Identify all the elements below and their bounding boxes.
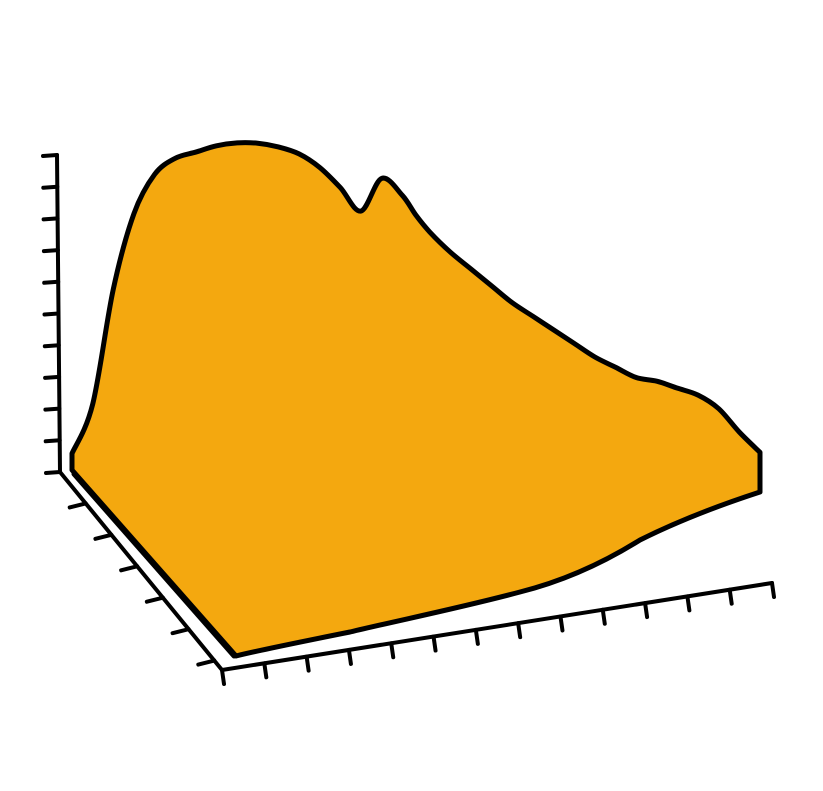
horizontal-axis-tick — [685, 594, 692, 613]
horizontal-axis-tick — [558, 614, 565, 633]
depth-axis-tick — [67, 501, 88, 510]
depth-axis-tick — [170, 627, 191, 636]
surface-layer — [69, 140, 763, 659]
vertical-axis-tick — [43, 374, 62, 380]
vertical-axis-tick — [42, 279, 61, 285]
horizontal-axis-tick — [262, 661, 269, 680]
horizontal-axis-tick — [431, 634, 438, 653]
vertical-axis-tick — [41, 153, 59, 158]
vertical-axis-tick — [41, 248, 60, 254]
horizontal-axis-tick — [220, 668, 226, 686]
vertical-axis-tick — [42, 311, 61, 317]
horizontal-axis-tick — [304, 654, 311, 673]
depth-axis-tick — [196, 658, 217, 667]
axes — [41, 153, 776, 686]
horizontal-axis-line — [220, 581, 774, 672]
horizontal-axis-tick — [389, 641, 396, 660]
vertical-axis-tick — [41, 216, 60, 222]
horizontal-axis-tick — [600, 607, 607, 626]
surface-area — [69, 140, 763, 659]
vertical-axis-tick — [42, 343, 61, 349]
vertical-axis-tick — [43, 438, 62, 444]
horizontal-axis-tick — [346, 647, 353, 666]
vertical-axis-tick — [41, 184, 60, 190]
horizontal-axis-tick — [643, 601, 650, 620]
horizontal-axis-tick — [516, 621, 523, 640]
horizontal-axis-tick — [473, 627, 480, 646]
vertical-axis-tick — [43, 406, 62, 412]
horizontal-axis-tick — [727, 587, 734, 606]
depth-axis-tick — [144, 595, 165, 604]
horizontal-axis-tick — [770, 581, 776, 599]
depth-axis-tick — [119, 564, 140, 573]
depth-axis-tick — [93, 532, 114, 541]
depth-axis-line — [58, 470, 224, 672]
surface-front-edge — [71, 471, 237, 659]
vertical-axis-tick — [44, 470, 62, 475]
